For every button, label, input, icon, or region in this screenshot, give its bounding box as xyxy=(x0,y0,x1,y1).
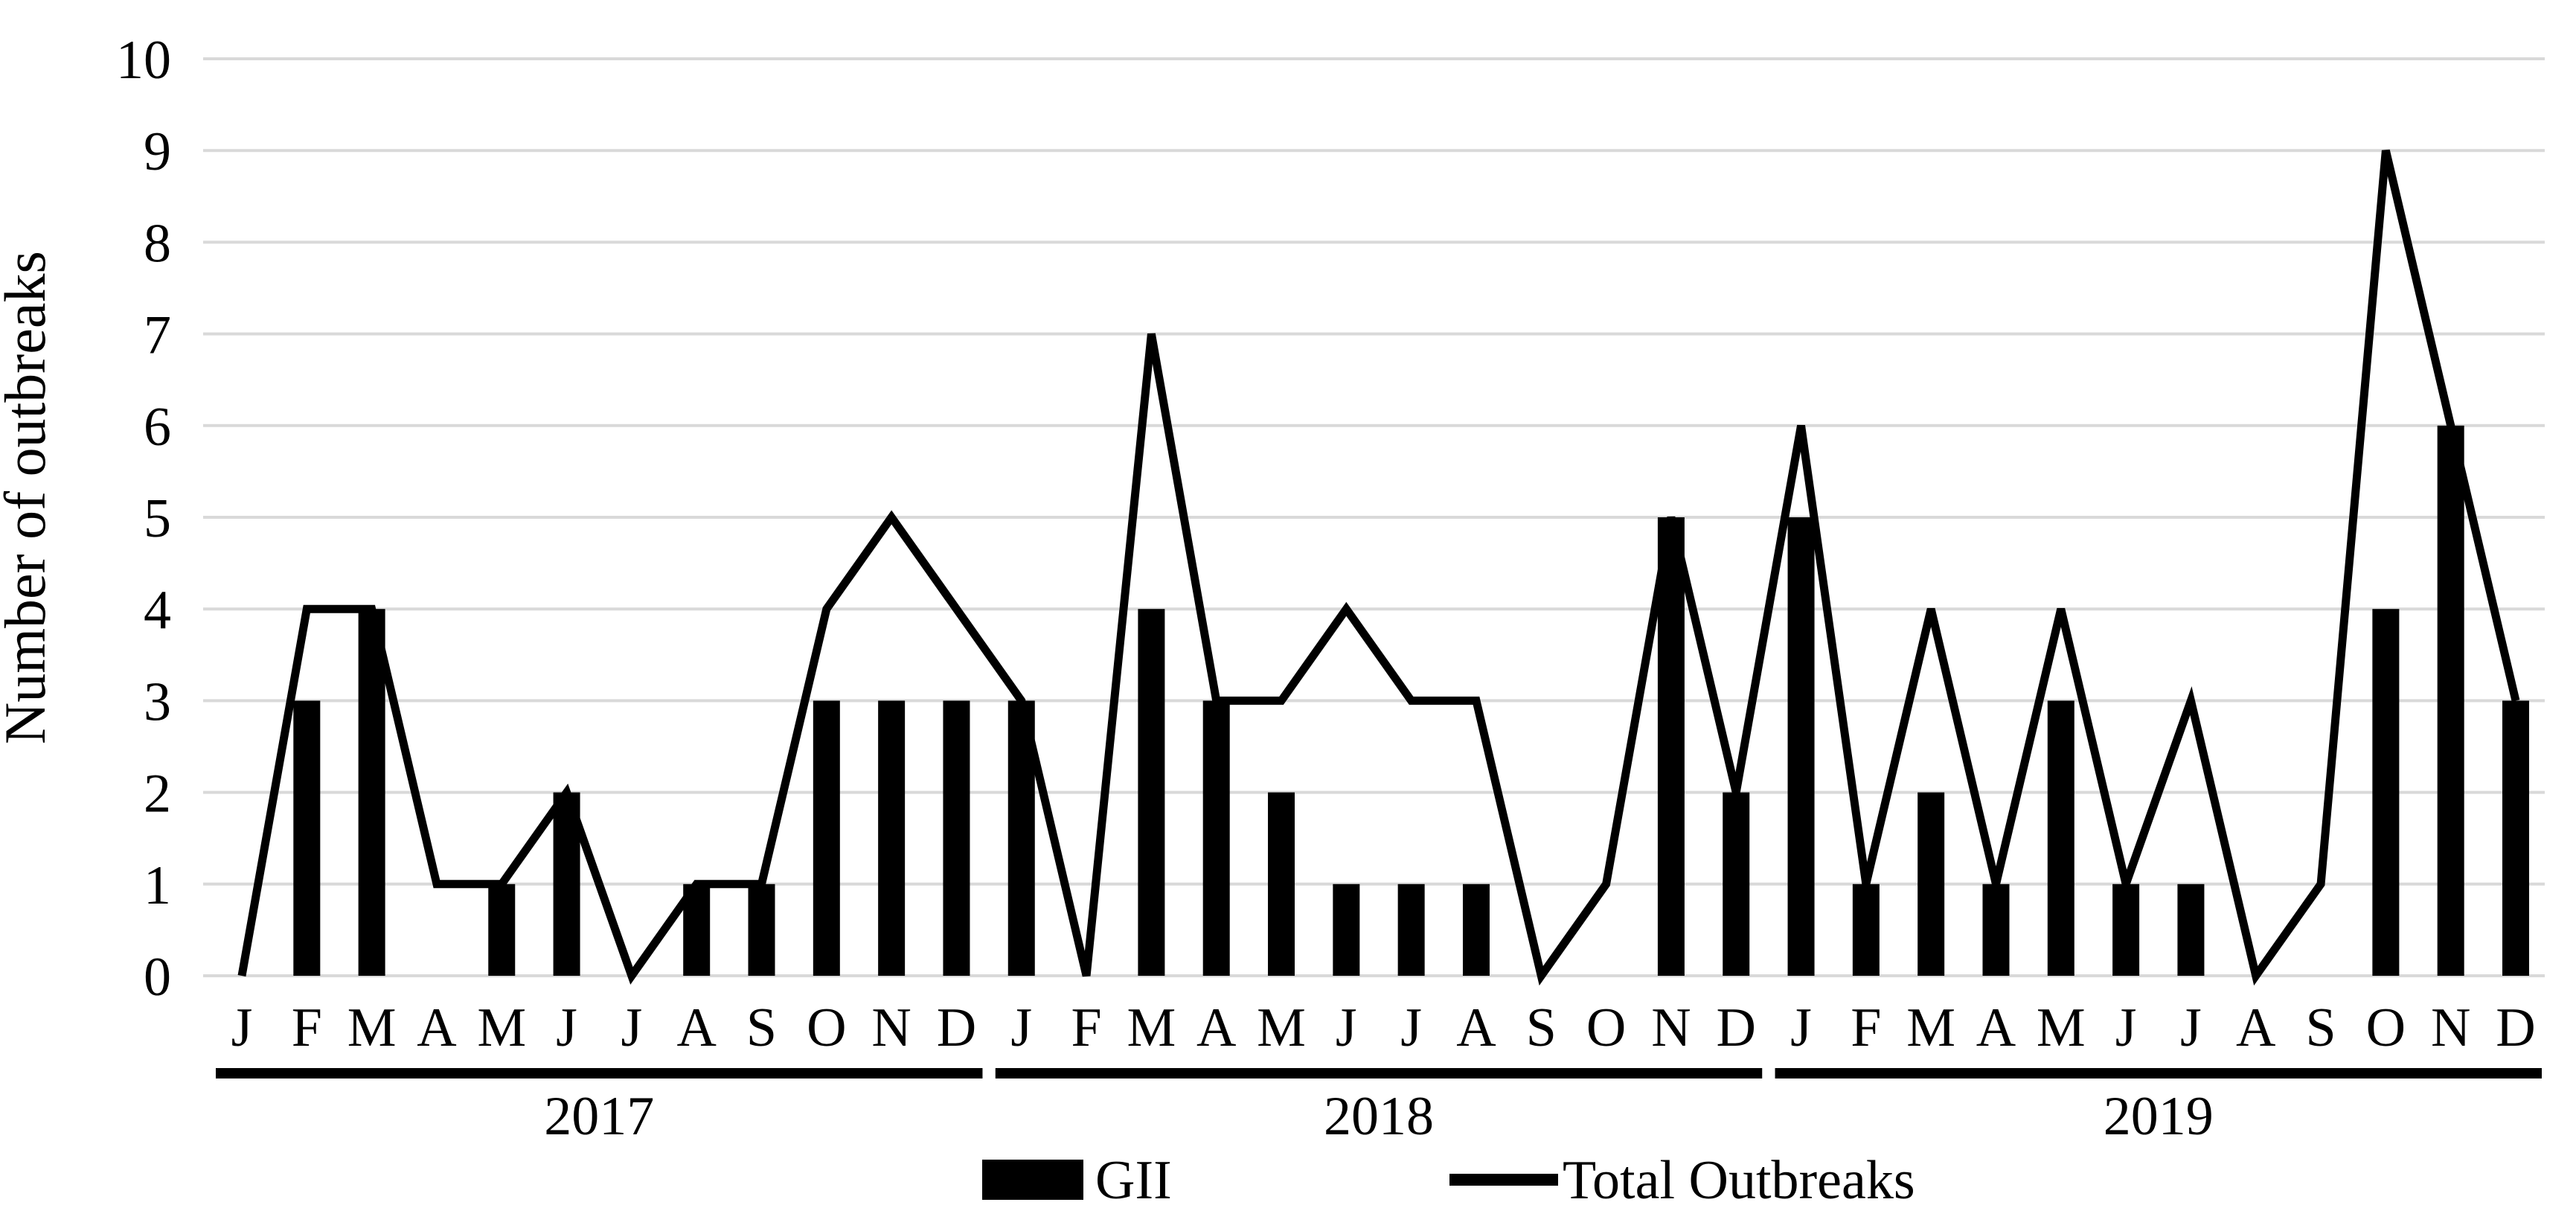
y-tick-label: 4 xyxy=(144,580,171,641)
month-label: M xyxy=(1127,997,1176,1058)
month-label: A xyxy=(1196,997,1236,1058)
month-label: N xyxy=(871,997,911,1058)
gii-bar xyxy=(1723,792,1750,976)
gii-bar xyxy=(2047,700,2074,976)
month-label: D xyxy=(2496,997,2535,1058)
month-label: J xyxy=(231,997,253,1058)
month-label: N xyxy=(1651,997,1691,1058)
gii-bar xyxy=(1202,700,1230,976)
gii-bar xyxy=(748,883,775,976)
month-label: A xyxy=(2236,997,2275,1058)
legend-gii-swatch-icon xyxy=(982,1160,1083,1200)
month-label: A xyxy=(676,997,716,1058)
gii-bar xyxy=(1917,792,1945,976)
year-label: 2019 xyxy=(2104,1086,2214,1147)
gii-bars xyxy=(293,425,2529,976)
month-label: F xyxy=(292,997,322,1058)
month-label: M xyxy=(477,997,526,1058)
year-label: 2018 xyxy=(1324,1086,1434,1147)
gii-bar xyxy=(943,700,970,976)
month-label: F xyxy=(1851,997,1881,1058)
month-label: D xyxy=(1717,997,1756,1058)
month-label: M xyxy=(1257,997,1306,1058)
y-axis-title: Number of outbreaks xyxy=(0,251,57,744)
gridlines xyxy=(203,57,2545,977)
month-label: O xyxy=(2366,997,2406,1058)
month-label: M xyxy=(1906,997,1955,1058)
gii-bar xyxy=(1852,883,1880,976)
month-label: N xyxy=(2431,997,2470,1058)
month-label: A xyxy=(1976,997,2016,1058)
gii-bar xyxy=(358,609,385,976)
year-label: 2017 xyxy=(544,1086,654,1147)
month-label: J xyxy=(556,997,577,1058)
gii-bar xyxy=(1462,883,1490,976)
legend-total-outbreaks-label: Total Outbreaks xyxy=(1563,1150,1915,1208)
month-label: J xyxy=(621,997,642,1058)
y-tick-label: 8 xyxy=(144,213,171,274)
month-label: J xyxy=(1336,997,1357,1058)
gii-bar xyxy=(2177,883,2205,976)
month-label: J xyxy=(1400,997,1422,1058)
month-label: S xyxy=(746,997,777,1058)
gii-bar xyxy=(878,700,906,976)
month-label: A xyxy=(417,997,456,1058)
y-tick-label: 7 xyxy=(144,305,171,366)
gii-bar xyxy=(1397,883,1425,976)
month-label: S xyxy=(1526,997,1557,1058)
y-axis-tick-labels: 0 1 2 3 4 5 6 7 8 9 10 xyxy=(116,30,171,1008)
gii-bar xyxy=(2502,700,2529,976)
gii-bar xyxy=(1982,883,2010,976)
month-label: O xyxy=(807,997,846,1058)
y-tick-label: 2 xyxy=(144,764,171,825)
gii-bar xyxy=(1268,792,1295,976)
gii-bar xyxy=(1333,883,1360,976)
month-label: O xyxy=(1586,997,1626,1058)
month-label: F xyxy=(1071,997,1102,1058)
month-label: J xyxy=(2115,997,2137,1058)
legend: GII Total Outbreaks xyxy=(982,1150,1915,1208)
y-tick-label: 0 xyxy=(144,947,171,1008)
gii-bar xyxy=(2112,883,2140,976)
gii-bar xyxy=(2372,609,2400,976)
gii-bar xyxy=(1787,517,1815,976)
gii-bar xyxy=(813,700,840,976)
y-tick-label: 1 xyxy=(144,855,171,916)
y-tick-label: 6 xyxy=(144,397,171,458)
year-group-axis: 2017 2018 2019 xyxy=(216,1068,2542,1147)
gii-bar xyxy=(293,700,321,976)
month-label: D xyxy=(937,997,976,1058)
y-tick-label: 5 xyxy=(144,488,171,549)
legend-gii-label: GII xyxy=(1095,1150,1172,1208)
y-tick-label: 3 xyxy=(144,671,171,732)
y-tick-label: 10 xyxy=(116,30,171,91)
gii-bar xyxy=(1657,517,1685,976)
month-label: J xyxy=(1010,997,1032,1058)
month-label: S xyxy=(2305,997,2336,1058)
month-label: A xyxy=(1456,997,1496,1058)
y-tick-label: 9 xyxy=(144,121,171,182)
month-label: J xyxy=(1790,997,1812,1058)
month-label: M xyxy=(347,997,397,1058)
month-label: M xyxy=(2037,997,2086,1058)
gii-bar xyxy=(2437,425,2464,976)
gii-bar xyxy=(1138,609,1165,976)
month-label: J xyxy=(2180,997,2202,1058)
total-outbreaks-line xyxy=(237,149,2520,986)
gii-bar xyxy=(488,883,516,976)
